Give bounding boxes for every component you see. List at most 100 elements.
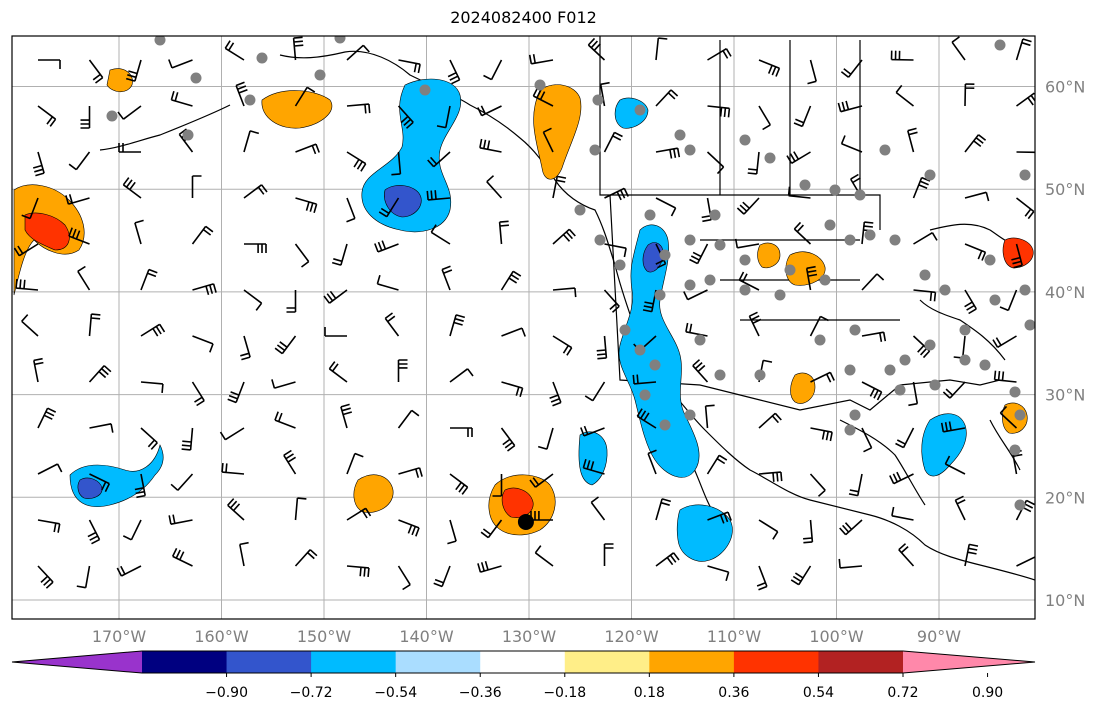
wind-barb-153: [692, 359, 709, 383]
station-dot-35: [824, 219, 836, 231]
station-dot-34: [819, 274, 831, 286]
wind-barb-29: [477, 105, 502, 117]
wind-barb-10: [528, 54, 554, 65]
wind-barb-135: [809, 315, 829, 337]
wind-barb-70: [552, 175, 567, 199]
wind-barb-63: [191, 175, 202, 198]
wind-barb-169: [500, 427, 516, 452]
wind-barb-202: [122, 519, 142, 541]
storm-center-marker: [517, 513, 534, 530]
lat-tick-label-4: 20°N: [1045, 488, 1085, 507]
station-dot-28: [684, 279, 696, 291]
colorbar-tick-label-3: −0.36: [459, 685, 502, 701]
station-dot-66: [844, 424, 856, 436]
wind-barb-146: [328, 361, 348, 383]
wind-barb-28: [436, 105, 451, 129]
wind-barb-194: [758, 471, 783, 482]
station-dot-33: [774, 289, 786, 301]
station-dot-45: [959, 324, 971, 336]
station-dot-19: [879, 144, 891, 156]
station-dot-20: [924, 169, 936, 181]
wind-barb-187: [398, 467, 423, 478]
colorbar-segment-7: [733, 651, 819, 673]
wind-barb-94: [734, 238, 760, 249]
contour-blob-20: [921, 413, 967, 477]
colorbar-extend-high: [903, 651, 1035, 673]
wind-barb-18: [951, 36, 966, 61]
lon-tick-label-1: 160°W: [194, 627, 249, 646]
wind-barb-227: [397, 565, 411, 591]
wind-barb-107: [376, 274, 399, 291]
wind-barb-124: [240, 335, 251, 361]
wind-barb-80: [13, 243, 39, 257]
wind-barb-13: [707, 48, 732, 61]
wind-barb-22: [117, 105, 142, 120]
station-dot-68: [929, 379, 941, 391]
lon-tick-label-5: 120°W: [604, 627, 659, 646]
wind-barb-184: [221, 463, 245, 475]
station-dot-48: [884, 364, 896, 376]
wind-barb-122: [140, 323, 166, 337]
wind-barb-195: [809, 473, 826, 497]
lat-tick-label-5: 10°N: [1045, 591, 1085, 610]
wind-barb-83: [191, 225, 214, 245]
station-dot-50: [814, 334, 826, 346]
station-dot-67: [894, 384, 906, 396]
wind-barb-1: [88, 59, 104, 84]
wind-barb-188: [449, 473, 469, 495]
wind-barb-87: [374, 240, 399, 253]
wind-barb-200: [37, 519, 61, 533]
station-dot-55: [709, 209, 721, 221]
wind-barb-196: [848, 473, 863, 497]
station-dot-0: [154, 36, 166, 46]
station-dot-69: [959, 354, 971, 366]
wind-barb-103: [192, 283, 217, 296]
wind-barb-84: [244, 243, 267, 253]
wind-barb-44: [243, 130, 260, 153]
wind-barb-201: [87, 519, 101, 545]
wind-barb-11: [587, 37, 606, 61]
wind-barb-207: [398, 519, 420, 537]
wind-barb-150: [549, 381, 562, 407]
colorbar-tick-label-6: 0.36: [718, 685, 749, 701]
station-dot-46: [924, 339, 936, 351]
wind-barb-67: [378, 197, 400, 218]
wind-barb-178: [940, 421, 966, 433]
colorbar-tick-label-2: −0.54: [374, 685, 417, 701]
wind-barb-26: [346, 103, 371, 114]
wind-barb-138: [953, 335, 966, 359]
lon-tick-label-7: 100°W: [809, 627, 864, 646]
wind-barb-222: [116, 565, 142, 577]
wind-barb-193: [706, 454, 728, 475]
contour-blob-13: [77, 477, 103, 499]
colorbar-segment-0: [142, 651, 228, 673]
wind-barb-8: [447, 59, 461, 85]
wind-barb-224: [239, 541, 249, 567]
wind-barb-163: [181, 427, 194, 451]
wind-barb-77: [912, 176, 931, 199]
wind-barb-231: [603, 543, 614, 566]
station-dot-44: [1024, 319, 1035, 331]
station-dot-5: [106, 110, 118, 122]
contour-blob-6: [384, 185, 422, 218]
wind-barb-167: [397, 409, 420, 429]
wind-barb-79: [1016, 197, 1035, 220]
wind-barb-46: [346, 151, 367, 172]
station-dot-21: [994, 39, 1006, 51]
station-dot-59: [649, 359, 661, 371]
lat-tick-label-3: 30°N: [1045, 386, 1085, 405]
station-dot-29: [704, 274, 716, 286]
colorbar-segment-4: [480, 651, 566, 673]
station-dot-8: [419, 84, 431, 96]
wind-barb-115: [805, 265, 818, 291]
wind-barb-137: [912, 335, 931, 359]
wind-barb-89: [498, 220, 509, 245]
station-dot-63: [659, 419, 671, 431]
colorbar-tick-label-8: 0.72: [887, 685, 918, 701]
colorbar-outline: [11, 650, 1036, 674]
wind-barb-119: [999, 289, 1018, 312]
wind-barb-102: [140, 268, 158, 291]
colorbar-segment-5: [564, 651, 650, 673]
wind-barb-179: [999, 405, 1018, 429]
